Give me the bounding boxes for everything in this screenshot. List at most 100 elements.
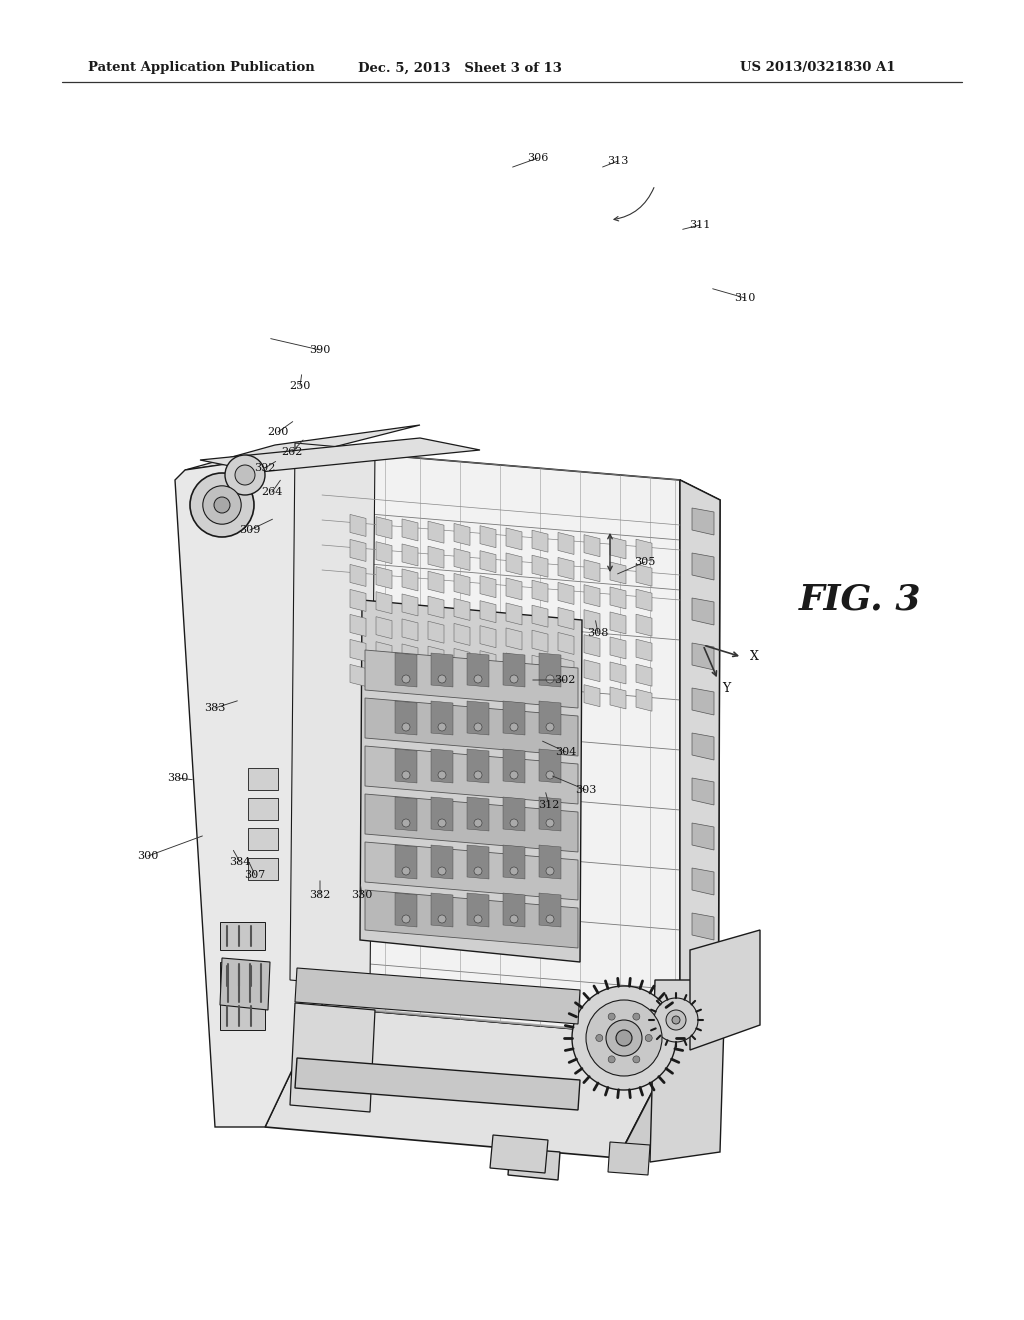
Polygon shape bbox=[532, 680, 548, 702]
Circle shape bbox=[510, 818, 518, 828]
Circle shape bbox=[633, 1056, 640, 1063]
Polygon shape bbox=[692, 688, 714, 715]
Polygon shape bbox=[654, 998, 698, 1041]
Circle shape bbox=[672, 1016, 680, 1024]
Polygon shape bbox=[506, 653, 522, 675]
Polygon shape bbox=[503, 845, 525, 879]
Polygon shape bbox=[454, 623, 470, 645]
Polygon shape bbox=[610, 686, 626, 709]
Polygon shape bbox=[467, 701, 489, 735]
Polygon shape bbox=[532, 655, 548, 677]
Polygon shape bbox=[431, 701, 453, 735]
Circle shape bbox=[474, 915, 482, 923]
Polygon shape bbox=[532, 531, 548, 552]
Circle shape bbox=[402, 675, 410, 682]
Text: 300: 300 bbox=[137, 851, 159, 861]
Polygon shape bbox=[692, 958, 714, 985]
Text: Y: Y bbox=[722, 681, 730, 694]
Circle shape bbox=[586, 1001, 662, 1076]
Polygon shape bbox=[506, 528, 522, 550]
Polygon shape bbox=[503, 748, 525, 783]
Polygon shape bbox=[454, 548, 470, 570]
Polygon shape bbox=[431, 797, 453, 832]
Circle shape bbox=[474, 675, 482, 682]
Polygon shape bbox=[431, 894, 453, 927]
Polygon shape bbox=[350, 540, 366, 561]
Polygon shape bbox=[558, 607, 574, 630]
Polygon shape bbox=[467, 845, 489, 879]
Text: 305: 305 bbox=[634, 557, 655, 568]
Polygon shape bbox=[539, 748, 561, 783]
Polygon shape bbox=[480, 525, 496, 548]
Circle shape bbox=[546, 915, 554, 923]
Polygon shape bbox=[680, 480, 720, 1119]
Polygon shape bbox=[506, 553, 522, 576]
Polygon shape bbox=[610, 661, 626, 684]
Polygon shape bbox=[650, 979, 725, 1162]
Circle shape bbox=[606, 1020, 642, 1056]
Text: 330: 330 bbox=[351, 890, 373, 900]
Text: 306: 306 bbox=[527, 153, 549, 162]
Circle shape bbox=[510, 915, 518, 923]
Circle shape bbox=[510, 867, 518, 875]
Text: X: X bbox=[750, 651, 759, 664]
Polygon shape bbox=[376, 591, 392, 614]
Polygon shape bbox=[350, 515, 366, 536]
Text: 303: 303 bbox=[575, 785, 597, 795]
Circle shape bbox=[203, 486, 242, 524]
Polygon shape bbox=[402, 544, 418, 566]
Polygon shape bbox=[185, 425, 420, 470]
Polygon shape bbox=[690, 931, 760, 1049]
Polygon shape bbox=[503, 894, 525, 927]
Polygon shape bbox=[503, 701, 525, 735]
Polygon shape bbox=[584, 560, 600, 582]
Polygon shape bbox=[265, 1007, 680, 1158]
Polygon shape bbox=[636, 564, 652, 586]
Polygon shape bbox=[467, 797, 489, 832]
Polygon shape bbox=[395, 797, 417, 832]
Polygon shape bbox=[402, 594, 418, 616]
Polygon shape bbox=[506, 603, 522, 624]
Polygon shape bbox=[610, 537, 626, 558]
Polygon shape bbox=[376, 566, 392, 589]
FancyArrowPatch shape bbox=[614, 187, 654, 220]
Text: 304: 304 bbox=[555, 747, 577, 756]
Polygon shape bbox=[584, 585, 600, 607]
Polygon shape bbox=[365, 795, 578, 851]
Circle shape bbox=[608, 1014, 615, 1020]
Polygon shape bbox=[454, 598, 470, 620]
Polygon shape bbox=[558, 532, 574, 554]
Circle shape bbox=[510, 771, 518, 779]
Polygon shape bbox=[350, 590, 366, 611]
Polygon shape bbox=[454, 524, 470, 545]
Polygon shape bbox=[402, 569, 418, 591]
Polygon shape bbox=[350, 639, 366, 661]
Circle shape bbox=[438, 818, 446, 828]
Polygon shape bbox=[692, 733, 714, 760]
Text: 264: 264 bbox=[261, 487, 283, 498]
Polygon shape bbox=[431, 845, 453, 879]
Polygon shape bbox=[220, 962, 265, 990]
Polygon shape bbox=[376, 616, 392, 639]
Polygon shape bbox=[365, 698, 578, 756]
Circle shape bbox=[633, 1014, 640, 1020]
Polygon shape bbox=[539, 797, 561, 832]
Polygon shape bbox=[365, 842, 578, 900]
Polygon shape bbox=[428, 622, 444, 643]
Polygon shape bbox=[248, 768, 278, 789]
Text: 307: 307 bbox=[245, 870, 265, 880]
Polygon shape bbox=[610, 638, 626, 659]
Polygon shape bbox=[395, 748, 417, 783]
Polygon shape bbox=[402, 644, 418, 665]
Polygon shape bbox=[532, 605, 548, 627]
Polygon shape bbox=[376, 516, 392, 539]
Polygon shape bbox=[454, 673, 470, 696]
Polygon shape bbox=[618, 480, 720, 1158]
Text: 309: 309 bbox=[240, 525, 261, 535]
Circle shape bbox=[474, 771, 482, 779]
Polygon shape bbox=[428, 647, 444, 668]
Circle shape bbox=[438, 915, 446, 923]
Polygon shape bbox=[480, 550, 496, 573]
Text: 383: 383 bbox=[205, 704, 225, 713]
Polygon shape bbox=[295, 968, 580, 1024]
